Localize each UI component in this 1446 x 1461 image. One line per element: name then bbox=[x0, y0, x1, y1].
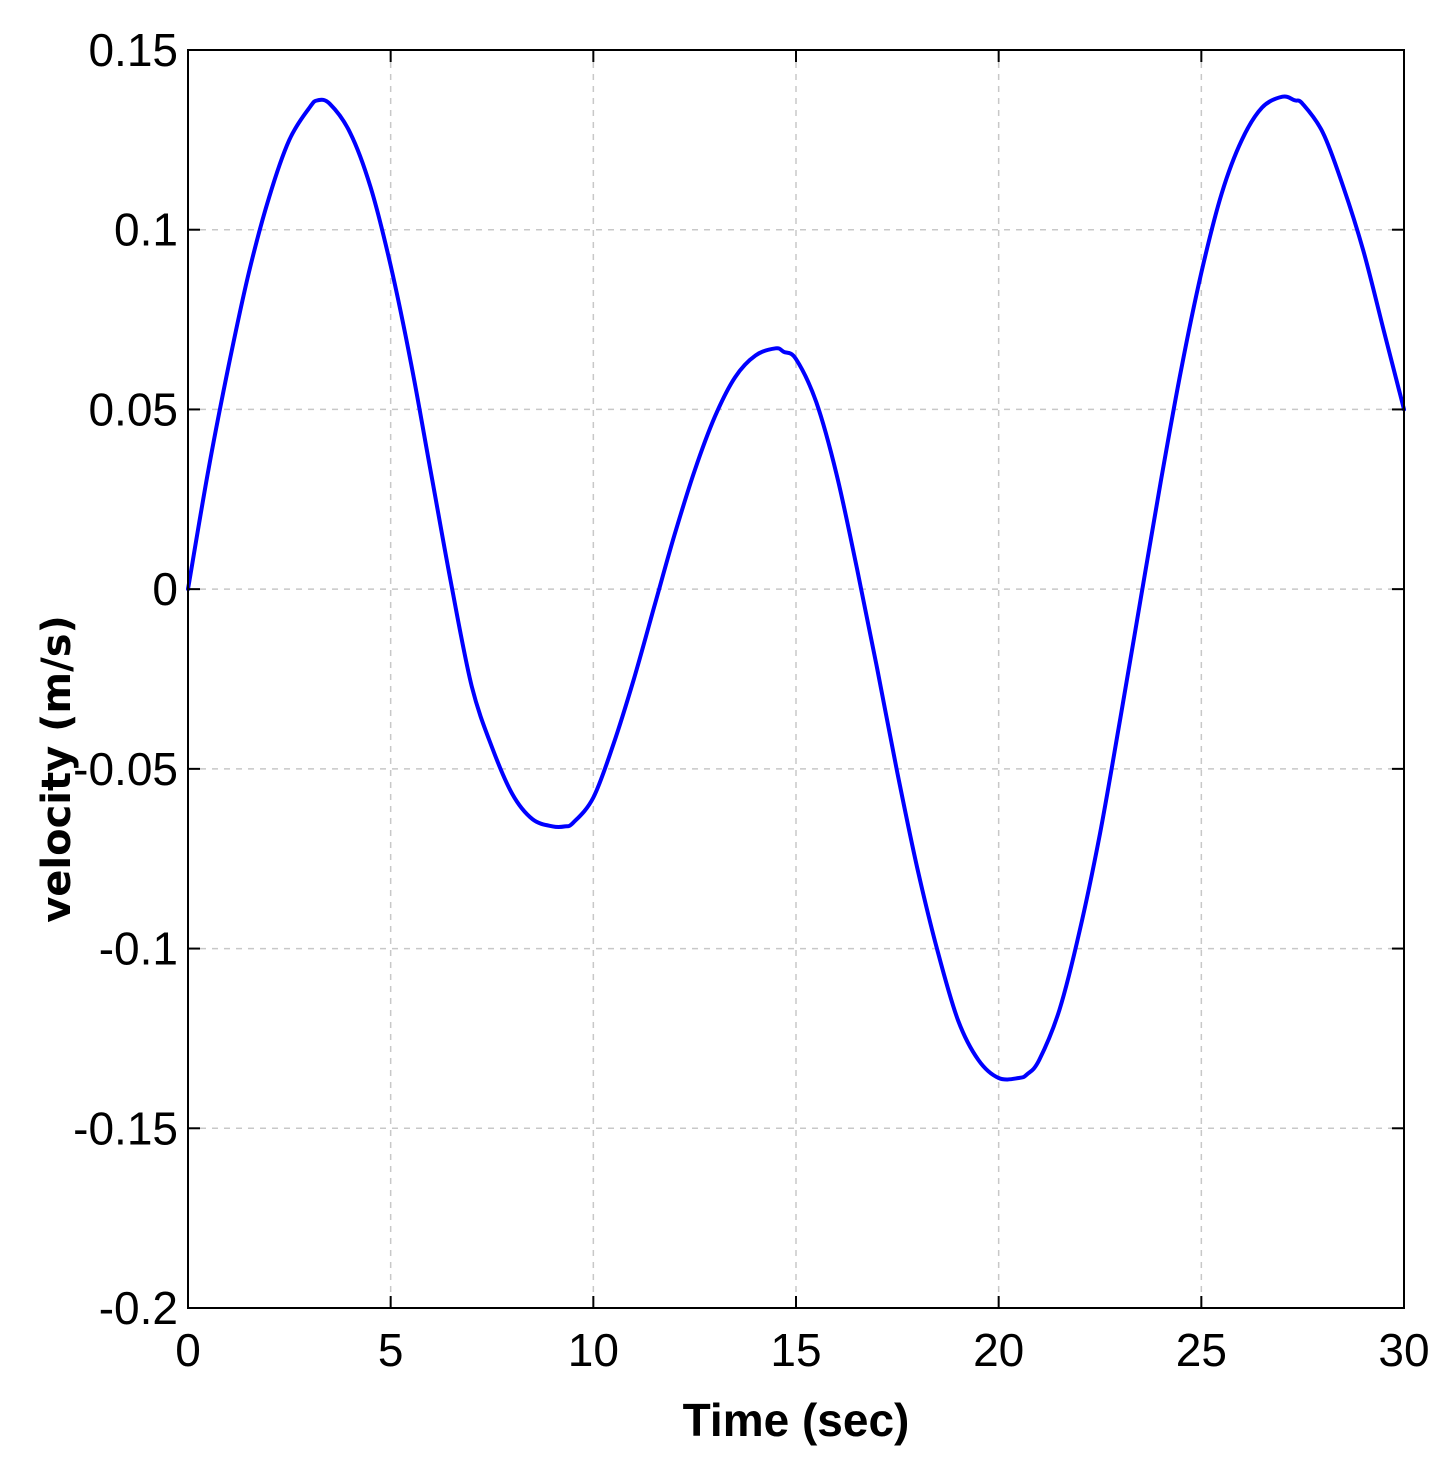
x-tick-label: 30 bbox=[1378, 1324, 1429, 1376]
y-axis-title: velocity (m/s) bbox=[34, 615, 80, 923]
ticks: 0 5 10 15 20 25 30 0.15 0.1 0.05 0 -0.05 -0.1 -0.15 -0… bbox=[73, 24, 1429, 1376]
x-axis-title: Time (sec) bbox=[683, 1394, 910, 1446]
y-tick-label: 0.15 bbox=[88, 24, 178, 76]
x-tick-label: 15 bbox=[770, 1324, 821, 1376]
y-tick-label: 0 bbox=[152, 563, 178, 615]
x-tick-label: 0 bbox=[175, 1324, 201, 1376]
y-tick-label: -0.2 bbox=[99, 1282, 178, 1334]
x-tick-label: 10 bbox=[568, 1324, 619, 1376]
series-line bbox=[186, 94, 1406, 1082]
y-tick-label: -0.15 bbox=[73, 1102, 178, 1154]
x-tick-label: 20 bbox=[973, 1324, 1024, 1376]
x-tick-label: 25 bbox=[1176, 1324, 1227, 1376]
grid bbox=[188, 50, 1404, 1308]
y-tick-label: 0.05 bbox=[88, 383, 178, 435]
y-tick-label: -0.1 bbox=[99, 923, 178, 975]
series-layer bbox=[186, 94, 1406, 1082]
x-tick-label: 5 bbox=[378, 1324, 404, 1376]
y-tick-label: 0.1 bbox=[114, 204, 178, 256]
y-tick-label: -0.05 bbox=[73, 743, 178, 795]
